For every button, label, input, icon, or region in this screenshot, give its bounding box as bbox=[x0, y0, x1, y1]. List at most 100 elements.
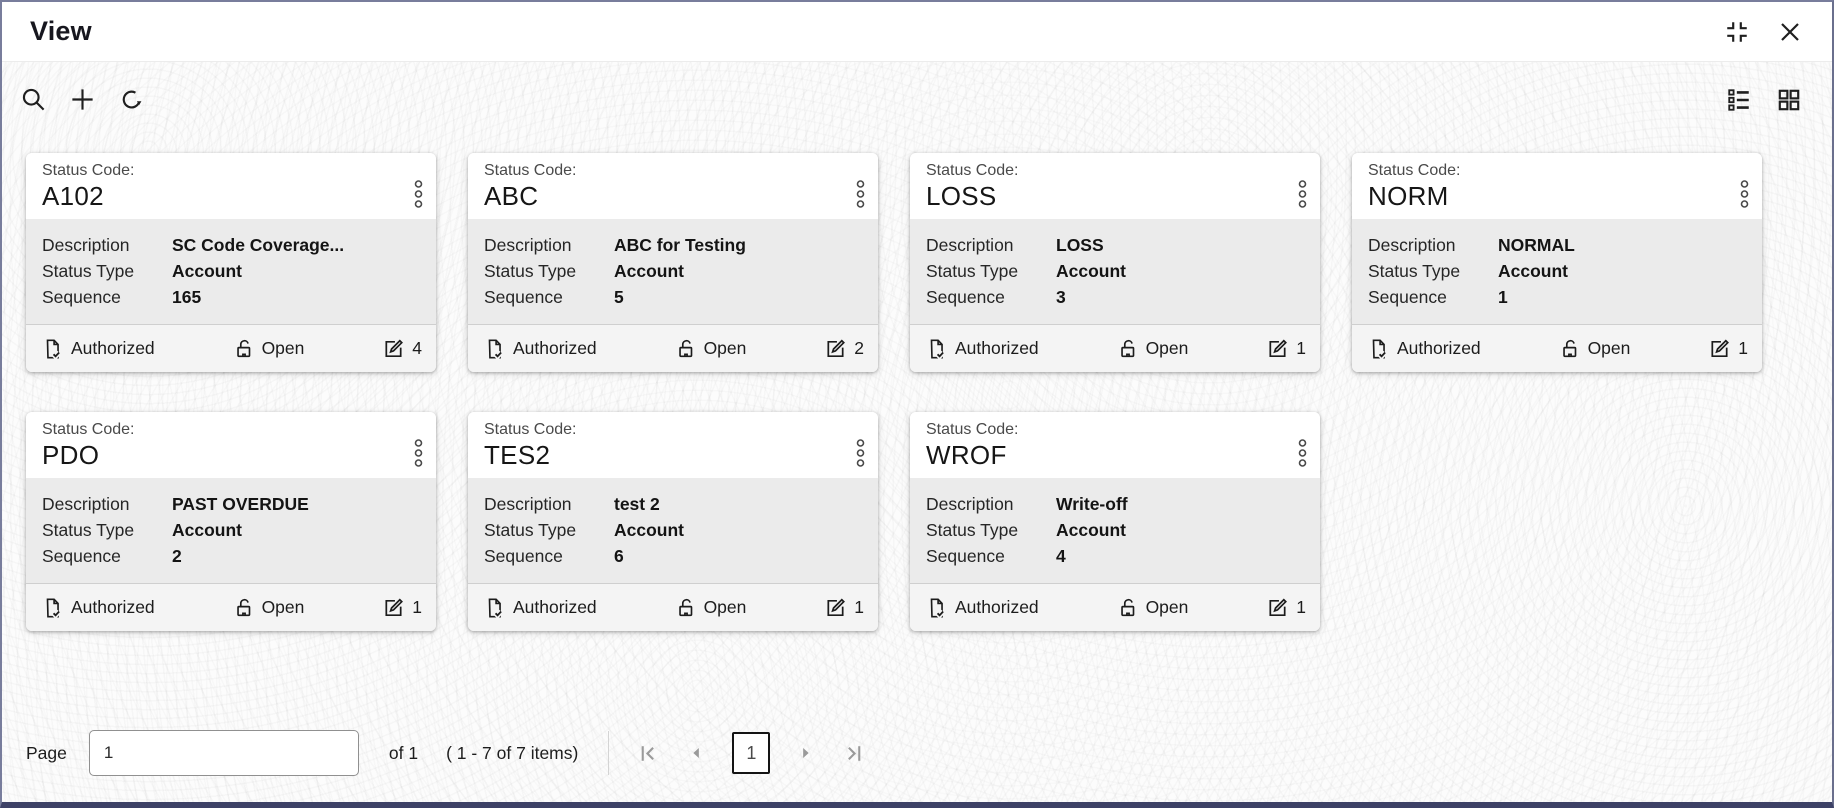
list-view-button[interactable] bbox=[1726, 87, 1752, 113]
document-check-icon bbox=[42, 337, 64, 361]
status-code-label: Status Code: bbox=[1368, 162, 1461, 179]
record-status: Open bbox=[233, 596, 305, 620]
page-input[interactable] bbox=[88, 730, 359, 776]
card-footer: Authorized Open bbox=[910, 583, 1320, 631]
sequence-value: 165 bbox=[172, 287, 202, 307]
document-check-icon bbox=[484, 596, 506, 620]
card-body: Description Status Type Sequence NORMAL … bbox=[1352, 219, 1762, 324]
grid-view-button[interactable] bbox=[1776, 87, 1802, 113]
card-field-values: NORMAL Account 1 bbox=[1498, 232, 1575, 324]
sequence-value: 2 bbox=[172, 546, 182, 566]
toolbar-right-group bbox=[1726, 87, 1802, 113]
add-button[interactable] bbox=[69, 86, 96, 113]
edit-icon bbox=[382, 596, 405, 620]
edit-count: 1 bbox=[1266, 337, 1306, 361]
status-card: Status Code: PDO Description Status Type… bbox=[26, 412, 436, 631]
edit-count: 1 bbox=[1708, 337, 1748, 361]
edit-icon bbox=[1266, 596, 1289, 620]
description-label: Description bbox=[926, 235, 1014, 255]
pagination-bar: Page of 1 ( 1 - 7 of 7 items) bbox=[2, 730, 1832, 802]
current-page-box[interactable]: 1 bbox=[732, 732, 771, 774]
status-card: Status Code: LOSS Description Status Typ… bbox=[910, 153, 1320, 372]
page-of-text: of 1 bbox=[388, 742, 419, 763]
card-body: Description Status Type Sequence Write-o… bbox=[910, 478, 1320, 583]
collapse-button[interactable] bbox=[1724, 19, 1750, 45]
authorization-status: Authorized bbox=[484, 596, 597, 620]
record-status: Open bbox=[1117, 337, 1189, 361]
unlock-icon bbox=[675, 596, 697, 620]
edit-count-value: 4 bbox=[412, 338, 422, 358]
record-status: Open bbox=[233, 337, 304, 361]
page-label: Page bbox=[26, 742, 67, 763]
card-footer: Authorized Open bbox=[1352, 324, 1762, 372]
description-label: Description bbox=[484, 235, 572, 255]
status-card: Status Code: WROF Description Status Typ… bbox=[910, 412, 1320, 631]
card-footer: Authorized Open bbox=[26, 583, 436, 631]
kebab-menu-icon bbox=[855, 179, 866, 209]
edit-icon bbox=[824, 337, 847, 361]
card-field-labels: Description Status Type Sequence bbox=[484, 491, 614, 583]
next-page-button[interactable] bbox=[794, 742, 816, 764]
description-value: SC Code Coverage... bbox=[172, 235, 345, 255]
sequence-label: Sequence bbox=[926, 287, 1005, 307]
card-footer: Authorized Open bbox=[468, 583, 878, 631]
record-status-text: Open bbox=[261, 597, 305, 617]
sequence-value: 3 bbox=[1056, 287, 1066, 307]
grid-view-icon bbox=[1776, 87, 1802, 113]
unlock-icon bbox=[1559, 337, 1581, 361]
refresh-button[interactable] bbox=[118, 86, 145, 113]
card-menu-button[interactable] bbox=[1297, 179, 1308, 209]
card-footer: Authorized Open bbox=[468, 324, 878, 372]
status-code-label: Status Code: bbox=[926, 421, 1019, 438]
card-menu-button[interactable] bbox=[855, 438, 866, 468]
status-type-label: Status Type bbox=[42, 520, 135, 540]
previous-page-button[interactable] bbox=[686, 742, 708, 764]
kebab-menu-icon bbox=[413, 179, 424, 209]
edit-icon bbox=[824, 596, 847, 620]
status-type-value: Account bbox=[614, 261, 684, 281]
status-type-label: Status Type bbox=[926, 520, 1019, 540]
card-field-labels: Description Status Type Sequence bbox=[42, 232, 172, 324]
last-page-button[interactable] bbox=[840, 741, 865, 766]
card-menu-button[interactable] bbox=[1297, 438, 1308, 468]
unlock-icon bbox=[233, 337, 255, 361]
record-status-text: Open bbox=[703, 597, 747, 617]
status-code-value: LOSS bbox=[926, 181, 997, 211]
content-area: Status Code: A102 Description Status Typ… bbox=[2, 62, 1832, 802]
status-code-value: PDO bbox=[42, 440, 100, 470]
record-status-text: Open bbox=[1587, 338, 1631, 358]
status-card: Status Code: ABC Description Status Type… bbox=[468, 153, 878, 372]
status-type-value: Account bbox=[1056, 520, 1126, 540]
first-page-button[interactable] bbox=[637, 741, 662, 766]
card-field-labels: Description Status Type Sequence bbox=[926, 491, 1056, 583]
card-footer: Authorized Open bbox=[26, 324, 436, 372]
description-label: Description bbox=[1368, 235, 1456, 255]
toolbar bbox=[2, 62, 1832, 113]
pagination-divider bbox=[608, 731, 610, 775]
kebab-menu-icon bbox=[1297, 179, 1308, 209]
card-body: Description Status Type Sequence PAST OV… bbox=[26, 478, 436, 583]
authorization-status: Authorized bbox=[926, 337, 1039, 361]
record-status-text: Open bbox=[1145, 338, 1189, 358]
authorization-status-text: Authorized bbox=[1397, 338, 1481, 358]
status-code-label: Status Code: bbox=[484, 421, 577, 438]
status-type-value: Account bbox=[1056, 261, 1126, 281]
authorization-status-text: Authorized bbox=[955, 338, 1039, 358]
status-card: Status Code: A102 Description Status Typ… bbox=[26, 153, 436, 372]
description-value: ABC for Testing bbox=[614, 235, 746, 255]
card-menu-button[interactable] bbox=[413, 438, 424, 468]
card-menu-button[interactable] bbox=[413, 179, 424, 209]
search-button[interactable] bbox=[20, 86, 47, 113]
unlock-icon bbox=[233, 596, 255, 620]
document-check-icon bbox=[484, 337, 506, 361]
card-field-values: test 2 Account 6 bbox=[614, 491, 684, 583]
authorization-status-text: Authorized bbox=[71, 338, 155, 358]
card-header: Status Code: NORM bbox=[1352, 153, 1762, 219]
edit-count-value: 1 bbox=[1296, 338, 1306, 358]
card-menu-button[interactable] bbox=[855, 179, 866, 209]
card-menu-button[interactable] bbox=[1739, 179, 1750, 209]
search-icon bbox=[20, 86, 47, 113]
sequence-value: 1 bbox=[1498, 287, 1508, 307]
card-title-block: Status Code: ABC bbox=[484, 162, 577, 212]
close-button[interactable] bbox=[1778, 20, 1802, 44]
